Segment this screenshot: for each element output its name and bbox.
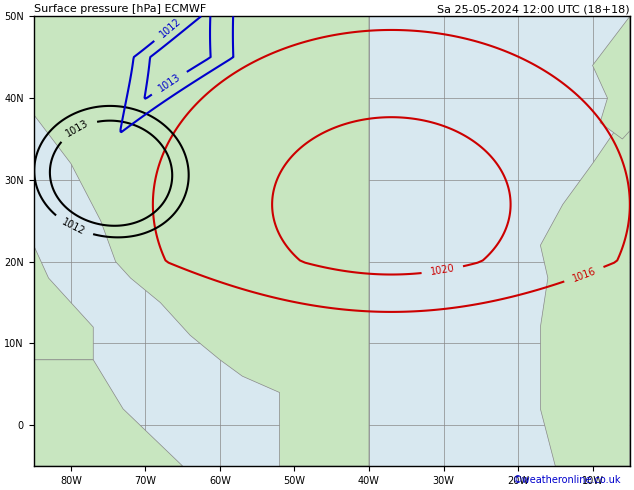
- Text: 1020: 1020: [429, 263, 455, 277]
- Text: 1013: 1013: [156, 72, 182, 94]
- Polygon shape: [34, 16, 369, 466]
- Text: 1012: 1012: [60, 217, 87, 237]
- Text: 1013: 1013: [65, 119, 91, 139]
- Polygon shape: [593, 16, 630, 139]
- Text: Sa 25-05-2024 12:00 UTC (18+18): Sa 25-05-2024 12:00 UTC (18+18): [437, 4, 630, 14]
- Polygon shape: [540, 16, 630, 466]
- Text: ©weatheronline.co.uk: ©weatheronline.co.uk: [513, 475, 621, 485]
- Polygon shape: [34, 360, 183, 466]
- Text: 1012: 1012: [158, 16, 183, 39]
- Polygon shape: [34, 245, 93, 360]
- Text: Surface pressure [hPa] ECMWF: Surface pressure [hPa] ECMWF: [34, 4, 206, 14]
- Text: 1016: 1016: [571, 266, 597, 283]
